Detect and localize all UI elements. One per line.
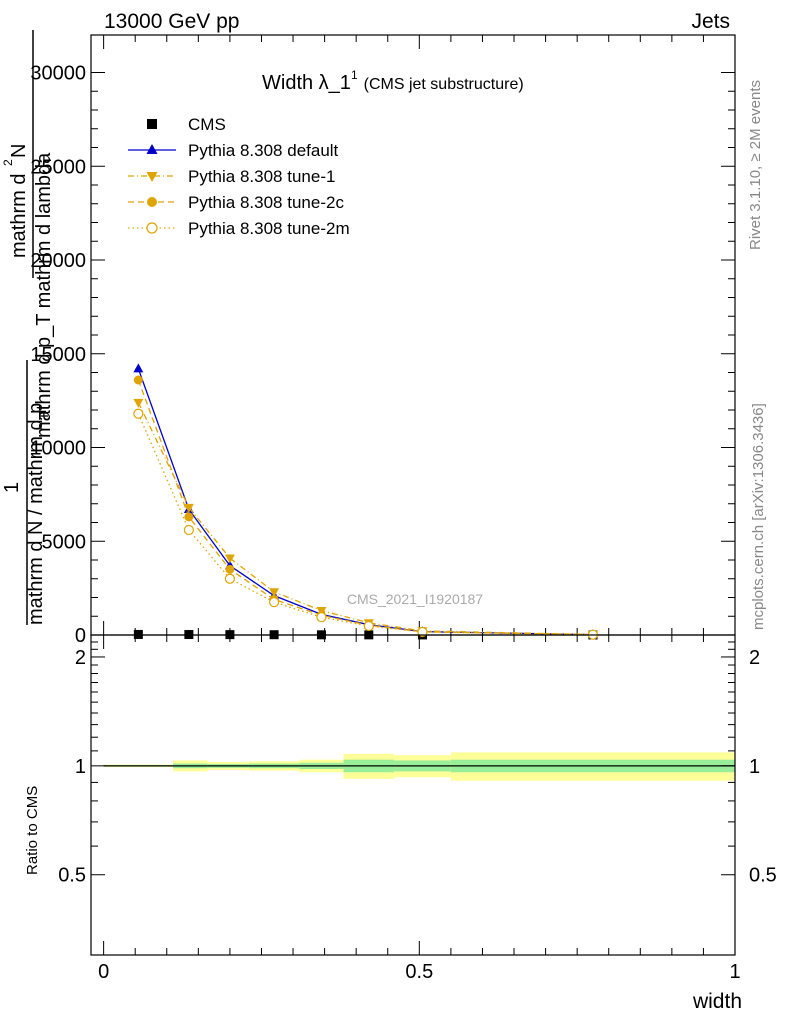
data-point-pythia-8-308-tune-1 — [269, 588, 280, 598]
data-point-pythia-8-308-tune-2c — [225, 564, 235, 574]
data-point-pythia-8-308-tune-1 — [133, 398, 144, 408]
main-x-ticks — [103, 35, 736, 635]
header-left: 13000 GeV pp — [104, 10, 239, 33]
ratio-x-axis: 0 0.5 1 — [98, 635, 741, 983]
main-y-label: mathrm d 2 N mathrm d p_T mathrm d lambd… — [1, 30, 55, 625]
ylabel-top-d: mathrm d — [8, 174, 30, 258]
ylabel-bottom-sub: T — [36, 412, 51, 420]
data-point-pythia-8-308-tune-2m — [224, 573, 236, 584]
legend-marker-pythia-8-308-tune-2c — [147, 197, 157, 207]
legend-label-pythia-8-308-default: Pythia 8.308 default — [188, 141, 339, 160]
ratio-y-axis: 0.5 0.5 1 1 2 2 — [58, 641, 777, 887]
ratio-y-tick-label: 1 — [75, 756, 86, 778]
legend-marker-pythia-8-308-tune-1 — [146, 172, 158, 182]
legend-marker-cms — [147, 119, 157, 129]
plot-title-sub: (CMS jet substructure) — [364, 76, 524, 93]
main-series-layer — [133, 363, 599, 640]
plot-title: Width λ_11 (CMS jet substructure) — [262, 68, 524, 94]
analysis-watermark: CMS_2021_I1920187 — [347, 591, 483, 607]
legend-label-pythia-8-308-tune-1: Pythia 8.308 tune-1 — [188, 167, 335, 186]
data-point-pythia-8-308-tune-2m — [316, 612, 327, 623]
series-line-pythia-8-308-tune-2m — [137, 413, 593, 636]
data-point-pythia-8-308-tune-2c — [184, 512, 194, 522]
main-y-tick-label: 10000 — [30, 438, 86, 460]
ratio-y-tick-label: 2 — [75, 647, 86, 669]
ratio-x-tick-label: 0 — [98, 961, 109, 983]
x-axis-label: width — [692, 990, 742, 1013]
data-point-pythia-8-308-tune-2m — [183, 524, 194, 536]
main-y-tick-label: 20000 — [30, 250, 86, 272]
data-point-pythia-8-308-tune-2m — [268, 597, 280, 608]
main-y-tick-label: 5000 — [42, 531, 87, 553]
data-point-pythia-8-308-tune-1 — [183, 503, 194, 513]
header-right: Jets — [691, 10, 730, 33]
ratio-x-tick-label: 1 — [729, 961, 740, 983]
ratio-x-tick-label: 0.5 — [405, 961, 433, 983]
plot-title-sup: 1 — [351, 68, 358, 82]
legend-marker-pythia-8-308-tune-2m — [146, 222, 158, 234]
legend: CMS Pythia 8.308 default Pythia 8.308 tune… — [128, 115, 350, 238]
data-point-pythia-8-308-tune-2m — [133, 408, 144, 419]
plot-title-main: Width λ_1 — [262, 72, 351, 94]
ylabel-bottom: mathrm d N / mathrm d p — [25, 403, 47, 625]
ylabel-mid: mathrm d p_T mathrm d lambda — [33, 152, 55, 438]
main-y-axis: 0 5000 10000 15000 20000 25000 30000 — [30, 63, 735, 647]
ratio-y-label: Ratio to CMS — [24, 786, 41, 875]
main-y-tick-label: 25000 — [30, 156, 86, 178]
data-point-pythia-8-308-tune-2m — [417, 626, 428, 638]
data-point-pythia-8-308-default — [133, 363, 144, 373]
data-point-pythia-8-308-tune-2m — [363, 620, 374, 632]
ratio-plot-frame — [90, 634, 736, 956]
ylabel-one: 1 — [1, 482, 23, 493]
legend-label-pythia-8-308-tune-2c: Pythia 8.308 tune-2c — [188, 193, 344, 212]
main-plot: 0 5000 10000 15000 20000 25000 30000 Width λ_1… — [30, 34, 736, 647]
main-y-tick-label: 0 — [75, 625, 86, 647]
side-label-rivet: Rivet 3.1.10, ≥ 2M events — [747, 80, 764, 250]
ratio-bands — [103, 752, 735, 781]
side-label-mcplots: mcplots.cern.ch [arXiv:1306.3436] — [750, 403, 767, 630]
ratio-y-tick-label-right: 1 — [749, 756, 760, 778]
ratio-y-tick-label: 0.5 — [58, 865, 86, 887]
series-line-pythia-8-308-tune-2c — [137, 379, 593, 636]
ylabel-top-sup: 2 — [1, 159, 15, 166]
legend-label-pythia-8-308-tune-2m: Pythia 8.308 tune-2m — [188, 219, 350, 238]
legend-marker-pythia-8-308-default — [146, 144, 158, 154]
main-y-tick-label: 15000 — [30, 344, 86, 366]
data-point-pythia-8-308-tune-1 — [224, 554, 235, 564]
data-point-pythia-8-308-tune-2c — [133, 375, 143, 385]
ratio-plot: 0.5 0.51 12 2 0 0.5 1 Ratio to CMS width — [24, 634, 777, 1013]
ratio-y-tick-label-right: 2 — [749, 647, 760, 669]
series-line-pythia-8-308-tune-1 — [137, 402, 593, 636]
ylabel-top-n: N — [8, 144, 30, 158]
legend-label-cms: CMS — [188, 115, 226, 134]
ratio-y-tick-label-right: 0.5 — [749, 865, 777, 887]
main-y-tick-label: 30000 — [30, 63, 86, 85]
series-pythia-8-308-tune-2m — [133, 408, 599, 640]
